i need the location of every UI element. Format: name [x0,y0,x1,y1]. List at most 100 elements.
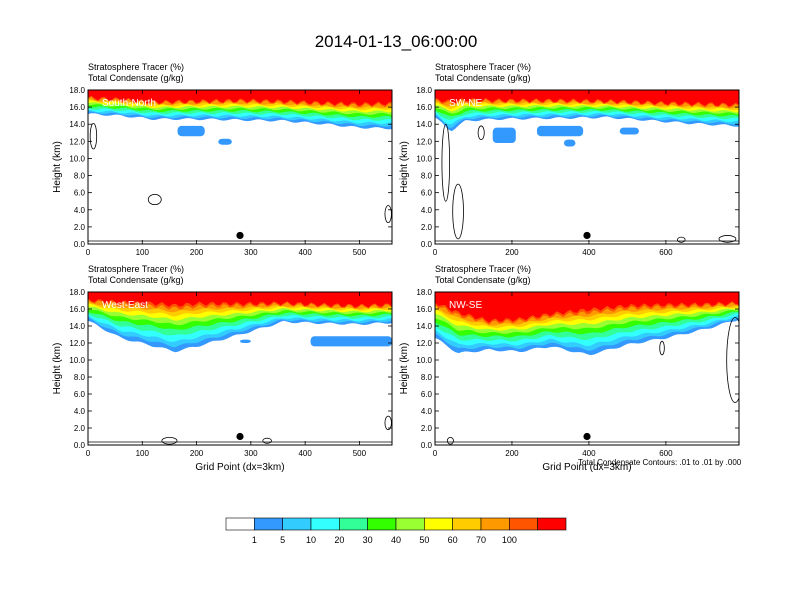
panel-header-line1: Stratosphere Tracer (%) [435,62,532,72]
y-axis-label: Height (km) [399,141,410,193]
plot-area [435,292,739,445]
panel-direction-label: SW-NE [449,98,482,109]
panel-direction-label: West-East [102,300,148,311]
x-tick-label: 100 [136,449,150,458]
colorbar-swatch [480,517,510,531]
colorbar-swatch [310,517,340,531]
x-tick-label: 500 [353,248,367,257]
colorbar-label: 10 [306,535,316,545]
y-tick-label: 16.0 [416,103,432,112]
condensate-contour [384,415,392,431]
y-tick-label: 0.0 [421,240,433,249]
colorbar-label: 20 [334,535,344,545]
y-tick-label: 6.0 [421,390,433,399]
tracer-band [88,90,392,106]
colorbar-swatch [395,517,425,531]
panel-direction-label: South-North [102,98,156,109]
tracer-band [435,90,739,107]
y-tick-label: 4.0 [74,206,86,215]
y-tick-label: 10.0 [416,154,432,163]
y-tick-label: 6.0 [74,390,86,399]
condensate-contour [677,236,686,243]
y-tick-label: 12.0 [416,339,432,348]
colorbar-swatch [509,517,538,531]
location-marker [583,231,591,240]
y-tick-label: 18.0 [69,288,85,297]
panel-header-line2: Total Condensate (g/kg) [88,73,184,83]
y-tick-label: 8.0 [421,373,433,382]
panel-header-line2: Total Condensate (g/kg) [435,275,531,285]
y-tick-label: 8.0 [74,373,86,382]
panel-header-line1: Stratosphere Tracer (%) [88,264,185,274]
contour-footnote: Total Condensate Contours: .01 to .01 by… [578,458,742,467]
tracer-patch [240,339,251,343]
tracer-patch [619,127,639,135]
colorbar-swatch [452,517,482,531]
colorbar-swatch [367,517,397,531]
y-tick-label: 10.0 [416,356,432,365]
plot-frame [434,89,740,245]
y-tick-label: 18.0 [69,86,85,95]
panel-header-line2: Total Condensate (g/kg) [88,275,184,285]
y-axis-label: Height (km) [52,343,63,395]
tracer-band [435,292,739,323]
condensate-contour [659,340,665,356]
tracer-patch [536,125,584,137]
y-tick-label: 8.0 [421,172,433,181]
chart-panel-bottom-left: 0.0 2.0 4.0 6.0 8.0 10.0 12.0 14.0 16.0 18.0 0 100 2… [52,288,393,473]
x-tick-label: 200 [190,449,204,458]
plot-frame [434,291,740,446]
x-tick-label: 400 [298,449,312,458]
plot-frame [87,291,393,446]
plot-area [435,90,739,243]
colorbar-label: 1 [252,535,257,545]
colorbar-swatch [339,517,368,531]
x-axis-label: Grid Point (dx=3km) [542,462,631,473]
plot-frame [87,89,393,245]
figure-title: 2014-01-13_06:00:00 [314,32,478,51]
tracer-patch [310,336,392,347]
panel-header-line2: Total Condensate (g/kg) [435,73,531,83]
panel-header-bottom-right: Stratosphere Tracer (%) Total Condensate… [435,264,531,286]
x-tick-label: 400 [582,248,596,257]
condensate-contour [452,183,464,240]
y-tick-label: 4.0 [74,407,86,416]
colorbar-label: 5 [280,535,285,545]
panel-direction-label: NW-SE [449,300,482,311]
y-tick-label: 16.0 [69,103,85,112]
colorbar-label: 40 [391,535,401,545]
y-tick-label: 12.0 [69,137,85,146]
panel-header-line1: Stratosphere Tracer (%) [435,264,532,274]
x-tick-label: 400 [582,449,596,458]
condensate-contour [477,125,485,141]
x-tick-label: 100 [136,248,150,257]
x-tick-label: 0 [433,449,438,458]
y-tick-label: 4.0 [421,206,433,215]
x-tick-label: 200 [505,248,519,257]
colorbar-label: 70 [476,535,486,545]
x-tick-label: 400 [298,248,312,257]
y-tick-label: 6.0 [74,189,86,198]
panel-header-bottom-left: Stratosphere Tracer (%) Total Condensate… [88,264,184,286]
x-tick-label: 500 [353,449,367,458]
x-tick-label: 600 [659,248,673,257]
colorbar-label: 50 [419,535,429,545]
y-tick-label: 2.0 [74,223,86,232]
x-tick-label: 300 [244,449,258,458]
y-tick-label: 12.0 [416,137,432,146]
y-tick-label: 8.0 [74,172,86,181]
location-marker [236,432,244,441]
tracer-patch [177,125,205,137]
colorbar: 1 5 10 20 30 40 50 60 70 100 [225,517,567,545]
y-tick-label: 14.0 [416,120,432,129]
y-tick-label: 2.0 [421,424,433,433]
panel-header-line1: Stratosphere Tracer (%) [88,62,185,72]
y-tick-label: 14.0 [69,322,85,331]
panels-group: 0.0 2.0 4.0 6.0 8.0 10.0 12.0 14.0 16.0 18.0 0 100 2… [52,86,740,473]
tracer-patch [492,127,516,144]
y-tick-label: 10.0 [69,154,85,163]
plot-area [88,90,392,242]
location-marker [583,432,591,441]
colorbar-swatch [537,517,567,531]
